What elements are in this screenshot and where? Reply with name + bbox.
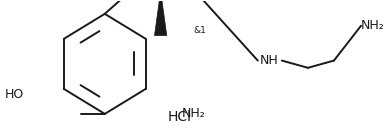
Text: NH: NH <box>260 54 279 67</box>
Text: HCl: HCl <box>167 110 191 124</box>
Polygon shape <box>154 0 167 36</box>
Text: NH₂: NH₂ <box>182 107 206 120</box>
Text: &1: &1 <box>194 26 206 35</box>
Text: HO: HO <box>5 88 24 101</box>
Text: NH₂: NH₂ <box>361 19 385 32</box>
